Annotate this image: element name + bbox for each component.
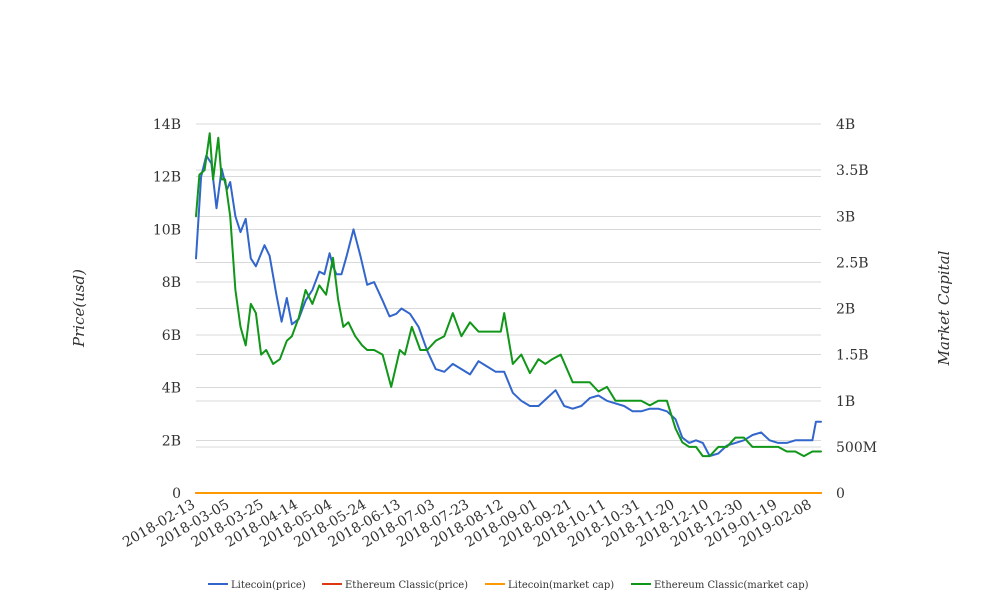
left-axis-tick-label: 12B [153, 170, 181, 186]
right-axis-tick-label: 2.5B [836, 255, 869, 271]
right-axis-tick-label: 2B [836, 302, 855, 318]
legend-label: Litecoin(price) [231, 580, 306, 591]
right-axis-tick-label: 1.5B [836, 348, 869, 364]
right-axis-tick-label: 500M [836, 440, 877, 456]
series-lines [195, 132, 822, 494]
legend: Litecoin(price) Ethereum Classic(price) Li… [208, 580, 809, 591]
right-axis-tick-label: 0 [836, 486, 845, 502]
left-axis-tick-label: 8B [162, 275, 181, 291]
left-axis-tick-label: 4B [162, 381, 181, 397]
right-axis-tick-label: 4B [836, 117, 855, 133]
right-axis-tick-labels: 0 500M 1B 1.5B 2B 2.5B 3B 3.5B 4B [836, 117, 877, 502]
right-axis-title: Market Capital [935, 250, 953, 366]
left-axis-tick-label: 10B [153, 222, 181, 238]
series-line [195, 154, 822, 458]
legend-label: Litecoin(market cap) [508, 580, 614, 591]
left-axis-tick-labels: 0 2B 4B 6B 8B 10B 12B 14B [153, 117, 181, 502]
right-axis-tick-label: 1B [836, 394, 855, 410]
legend-label: Ethereum Classic(market cap) [654, 580, 809, 591]
x-axis-tick-labels: 2018-02-132018-03-052018-03-252018-04-14… [120, 497, 814, 551]
left-axis-title: Price(usd) [70, 269, 88, 348]
right-axis-tick-label: 3B [836, 209, 855, 225]
left-axis-tick-label: 14B [153, 117, 181, 133]
legend-label: Ethereum Classic(price) [345, 580, 468, 591]
series-line [195, 132, 822, 458]
left-axis-tick-label: 0 [172, 486, 181, 502]
right-axis-tick-label: 3.5B [836, 163, 869, 179]
left-axis-tick-label: 6B [162, 328, 181, 344]
left-axis-tick-label: 2B [162, 433, 181, 449]
